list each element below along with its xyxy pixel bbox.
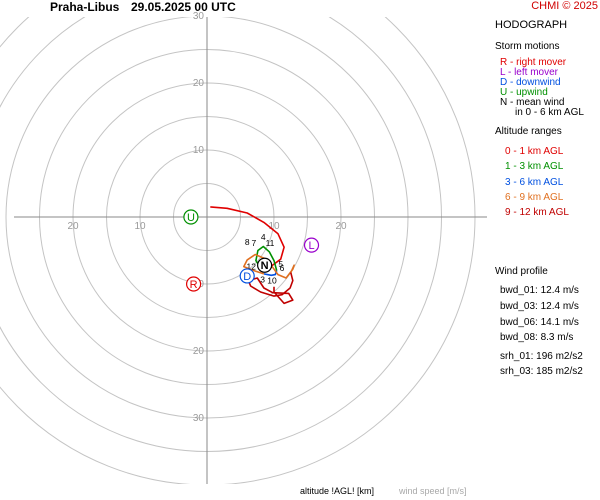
srh-01: srh_01: 196 m2/s2	[500, 351, 583, 362]
storm-motion-markers: R L D U N	[183, 209, 320, 292]
svg-text:R: R	[190, 279, 198, 291]
height-label: 7	[252, 238, 257, 248]
storm-marker-l: L	[303, 237, 320, 253]
storm-motion-l: L - left mover	[500, 67, 558, 78]
storm-marker-u: U	[183, 209, 199, 225]
altitude-range-1-3: 1 - 3 km AGL	[505, 161, 564, 172]
x-tick-label: 10	[134, 221, 146, 232]
height-label: 10	[267, 276, 277, 286]
height-label: 4	[261, 232, 266, 242]
altitude-range-0-1: 0 - 1 km AGL	[505, 146, 564, 157]
y-tick-label: 20	[193, 78, 205, 89]
sounding-datetime: 29.05.2025 00 UTC	[131, 0, 236, 14]
bwd-06: bwd_06: 14.1 m/s	[500, 317, 579, 328]
svg-text:U: U	[187, 212, 195, 224]
storm-motion-n: N - mean wind	[500, 97, 565, 108]
hodograph-segment-2	[255, 245, 278, 271]
height-label: 12	[246, 262, 256, 272]
height-label: 11	[266, 238, 275, 248]
altitude-range-3-6: 3 - 6 km AGL	[505, 177, 564, 188]
height-label: 5	[278, 259, 283, 269]
altitude-range-9-12: 9 - 12 km AGL	[505, 207, 569, 218]
height-label: 8	[245, 237, 250, 247]
wind-profile-title: Wind profile	[495, 266, 548, 277]
altitude-ranges-title: Altitude ranges	[495, 126, 562, 137]
bwd-01: bwd_01: 12.4 m/s	[500, 285, 579, 296]
x-tick-label: 10	[268, 221, 280, 232]
storm-marker-d: D	[239, 268, 255, 284]
wind-speed-unit-label: wind speed [m/s]	[399, 486, 467, 496]
height-label: 6	[280, 263, 285, 273]
bwd-03: bwd_03: 12.4 m/s	[500, 301, 579, 312]
hodograph-title: HODOGRAPH	[495, 19, 568, 31]
svg-text:D: D	[243, 271, 251, 283]
y-tick-label: 20	[193, 346, 205, 357]
svg-text:N: N	[261, 260, 269, 272]
svg-text:L: L	[308, 240, 314, 252]
storm-marker-n: N	[257, 257, 273, 273]
x-tick-label: 20	[335, 221, 347, 232]
altitude-range-6-9: 6 - 9 km AGL	[505, 192, 564, 203]
hodograph-curves	[210, 206, 295, 305]
hodograph-segment-1	[210, 206, 285, 269]
y-tick-label: 10	[193, 145, 205, 156]
hodograph-rings	[0, 17, 476, 484]
speed-ring	[0, 17, 476, 484]
altitude-unit-label: altitude !AGL! [km]	[300, 486, 375, 496]
y-tick-label: 30	[193, 413, 205, 424]
storm-motion-r: R - right mover	[500, 57, 567, 68]
srh-03: srh_03: 185 m2/s2	[500, 366, 583, 377]
y-tick-label: 30	[193, 11, 205, 22]
storm-motion-n-range: in 0 - 6 km AGL	[515, 107, 584, 118]
station-name: Praha-Libus	[50, 0, 120, 14]
x-tick-label: 20	[67, 221, 79, 232]
storm-motion-u: U - upwind	[500, 87, 548, 98]
bwd-08: bwd_08: 8.3 m/s	[500, 332, 574, 343]
hodograph-axes	[14, 17, 487, 484]
height-label: 3	[260, 274, 265, 284]
storm-motions-title: Storm motions	[495, 41, 560, 52]
storm-motion-d: D - downwind	[500, 77, 561, 88]
credit-text: CHMI © 2025	[531, 0, 598, 12]
storm-marker-r: R	[186, 276, 202, 292]
